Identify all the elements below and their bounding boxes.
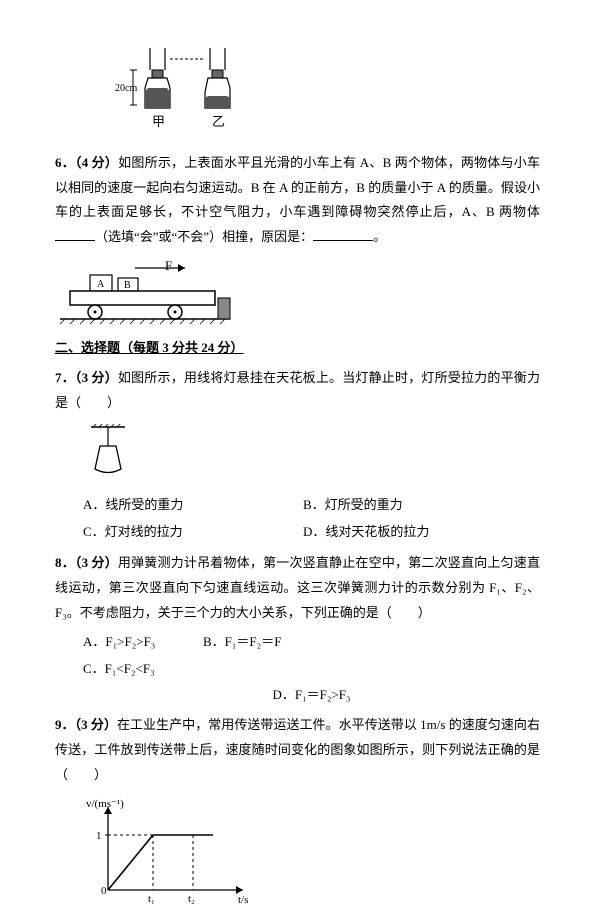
q8-num: 8．	[55, 555, 75, 570]
q9-pts: （3 分）	[75, 717, 117, 732]
q9-num: 9．	[55, 717, 75, 732]
label-jia: 甲	[152, 114, 165, 129]
q7-num: 7．	[55, 370, 75, 385]
fig-q9: v/(ms⁻¹) t/s 0 1 t₁ t₂	[83, 795, 540, 905]
q6-text1: 如图所示，上表面水平且光滑的小车上有 A、B 两个物体，两物体与小车以相同的速度…	[55, 155, 540, 219]
svg-text:0: 0	[101, 885, 107, 897]
svg-text:A: A	[97, 279, 105, 290]
q6-num: 6．	[55, 155, 75, 170]
q7: 7．（3 分）如图所示，用线将灯悬挂在天花板上。当灯静止时，灯所受拉力的平衡力是…	[55, 366, 540, 545]
q7-optD: D．线对天花板的拉力	[303, 519, 523, 546]
fig-q6: F A B	[55, 258, 540, 328]
svg-text:B: B	[124, 280, 131, 291]
q8-pts: （3 分）	[75, 555, 118, 570]
q8-text: 用弹簧测力计吊着物体，第一次竖直静止在空中，第二次竖直向上匀速直线运动，第三次竖…	[55, 555, 540, 619]
xlabel: t/s	[238, 894, 248, 905]
q6-blank1	[55, 227, 95, 241]
label-20cm: 20cm	[115, 83, 137, 94]
q8-optB: B．F₁＝F₂＝F	[203, 629, 423, 656]
q7-optC: C．灯对线的拉力	[83, 519, 303, 546]
fig-q5: 20cm 甲 乙	[115, 48, 540, 143]
ylabel: v/(ms⁻¹)	[86, 798, 124, 810]
q7-optB: B．灯所受的重力	[303, 492, 523, 519]
q9: 9．（3 分）在工业生产中，常用传送带运送工件。水平传送带以 1m/s 的速度匀…	[55, 713, 540, 905]
q6-blank2	[313, 227, 373, 241]
q6: 6．（4 分）如图所示，上表面水平且光滑的小车上有 A、B 两个物体，两物体与小…	[55, 151, 540, 328]
fig-q7	[83, 424, 540, 484]
xt2: t₂	[188, 893, 195, 905]
section2-title: 二、选择题（每题 3 分共 24 分）	[55, 336, 540, 361]
xt1: t₁	[148, 893, 155, 905]
q8: 8．（3 分）用弹簧测力计吊着物体，第一次竖直静止在空中，第二次竖直向上匀速直线…	[55, 551, 540, 707]
q7-text: 如图所示，用线将灯悬挂在天花板上。当灯静止时，灯所受拉力的平衡力是（ ）	[55, 370, 540, 410]
q8-optC: C．F₁<F₂<F₃	[83, 656, 203, 683]
q6-pts: （4 分）	[75, 155, 118, 170]
q8-options: A．F₁>F₂>F₃ B．F₁＝F₂＝F C．F₁<F₂<F₃ D．F₁＝F₂>…	[83, 629, 540, 707]
q7-options: A．线所受的重力 B．灯所受的重力 C．灯对线的拉力 D．线对天花板的拉力	[83, 492, 540, 545]
ytick1: 1	[96, 830, 102, 842]
label-F: F	[165, 258, 172, 273]
q6-text3: 。	[373, 229, 386, 244]
q9-text: 在工业生产中，常用传送带运送工件。水平传送带以 1m/s 的速度匀速向右传送，工…	[55, 717, 540, 781]
q8-optD: D．F₁＝F₂>F₃	[272, 687, 350, 702]
q7-pts: （3 分）	[75, 370, 118, 385]
q7-optA: A．线所受的重力	[83, 492, 303, 519]
q6-text2: （选填“会”或“不会”）相撞，原因是：	[95, 229, 313, 244]
q8-optA: A．F₁>F₂>F₃	[83, 629, 203, 656]
label-yi: 乙	[212, 114, 225, 129]
q8-optD-row: D．F₁＝F₂>F₃	[83, 683, 540, 708]
